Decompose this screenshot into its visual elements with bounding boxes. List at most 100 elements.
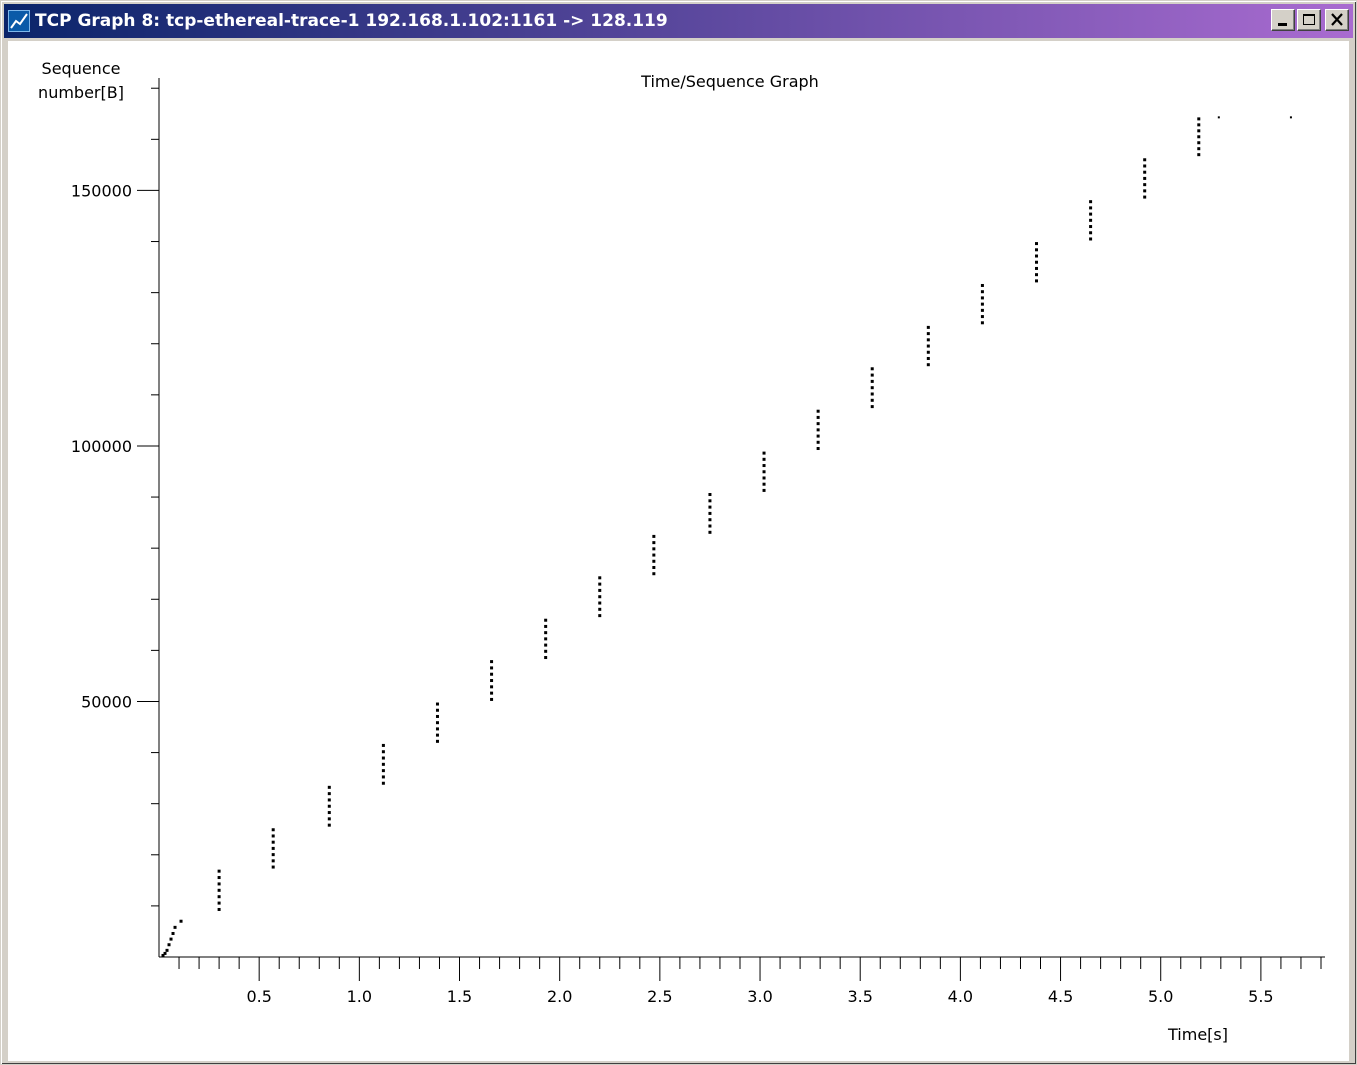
close-icon — [1331, 13, 1343, 26]
data-point-burst — [1035, 279, 1039, 283]
data-point-burst — [544, 624, 548, 628]
data-point-burst — [816, 422, 820, 426]
data-point-burst — [926, 363, 930, 367]
maximize-button[interactable] — [1297, 9, 1321, 31]
data-point-burst — [217, 876, 221, 880]
x-tick-label: 4.5 — [1048, 987, 1073, 1006]
data-point-burst — [870, 367, 874, 371]
data-point-initial — [179, 919, 183, 923]
data-point-burst — [327, 792, 331, 796]
data-point-burst — [490, 685, 494, 689]
data-point-burst — [762, 451, 766, 455]
data-point-burst — [381, 756, 385, 760]
data-point-initial — [163, 951, 167, 955]
data-point-burst — [381, 743, 385, 747]
data-point-burst — [1143, 195, 1147, 199]
data-point-burst — [1143, 170, 1147, 174]
data-point-burst — [435, 739, 439, 743]
data-point-burst — [1143, 183, 1147, 187]
data-point-burst — [652, 534, 656, 538]
data-point-burst — [1035, 254, 1039, 258]
data-point-burst — [1197, 135, 1201, 139]
data-point-burst — [1197, 117, 1201, 121]
data-point-burst — [1143, 158, 1147, 162]
data-point-burst — [926, 350, 930, 354]
data-point-burst — [816, 447, 820, 451]
data-point-burst — [327, 798, 331, 802]
data-point-burst — [490, 697, 494, 701]
data-point-burst — [708, 524, 712, 528]
data-point-burst — [762, 470, 766, 474]
data-point-burst — [980, 283, 984, 287]
data-point-burst — [544, 631, 548, 635]
graph-app-icon — [8, 10, 30, 32]
x-tick-label: 2.5 — [647, 987, 672, 1006]
data-point-burst — [435, 721, 439, 725]
data-point-burst — [544, 643, 548, 647]
data-point-burst — [1035, 266, 1039, 270]
data-point-burst — [598, 588, 602, 592]
data-point-burst — [435, 733, 439, 737]
data-point-initial — [169, 937, 173, 941]
x-tick-label: 2.0 — [547, 987, 572, 1006]
x-tick-label: 1.0 — [347, 987, 372, 1006]
data-point-burst — [1089, 231, 1093, 235]
data-point-burst — [435, 708, 439, 712]
y-tick-label: 150000 — [71, 181, 132, 200]
data-point-initial — [167, 943, 171, 947]
data-point-burst — [926, 338, 930, 342]
chart-title: Time/Sequence Graph — [640, 72, 819, 91]
data-point-burst — [926, 332, 930, 336]
data-point-initial — [171, 931, 175, 935]
data-point-burst — [816, 428, 820, 432]
y-tick-label: 100000 — [71, 437, 132, 456]
data-point-burst — [1197, 141, 1201, 145]
data-point-burst — [926, 325, 930, 329]
data-point-burst — [652, 553, 656, 557]
data-point-initial — [161, 953, 165, 957]
title-bar[interactable]: TCP Graph 8: tcp-ethereal-trace-1 192.16… — [4, 4, 1353, 38]
data-point-burst — [980, 290, 984, 294]
data-point-burst — [598, 595, 602, 599]
data-point-burst — [598, 601, 602, 605]
data-point-burst — [544, 618, 548, 622]
close-button[interactable] — [1325, 9, 1349, 31]
data-point-burst — [598, 607, 602, 611]
data-point-burst — [381, 750, 385, 754]
data-point-burst — [870, 392, 874, 396]
x-tick-label: 4.0 — [948, 987, 973, 1006]
data-point-burst — [381, 775, 385, 779]
data-point-burst — [870, 405, 874, 409]
data-point-burst — [926, 344, 930, 348]
data-point-burst — [1035, 242, 1039, 246]
data-point-burst — [816, 415, 820, 419]
graph-canvas[interactable]: Time/Sequence Graph Sequence number[B] T… — [8, 41, 1349, 1061]
data-point-burst — [271, 846, 275, 850]
data-point-burst — [271, 853, 275, 857]
data-point-burst — [217, 869, 221, 873]
data-point-burst — [1089, 206, 1093, 210]
x-tick-label: 3.0 — [747, 987, 772, 1006]
data-point-burst — [435, 714, 439, 718]
data-point-burst — [1197, 129, 1201, 133]
window-title: TCP Graph 8: tcp-ethereal-trace-1 192.16… — [35, 11, 668, 31]
data-point-burst — [1197, 153, 1201, 157]
data-point-burst — [762, 476, 766, 480]
data-point-burst — [271, 828, 275, 832]
data-point-burst — [870, 373, 874, 377]
data-point-tail — [1217, 116, 1220, 119]
y-tick-label: 50000 — [81, 692, 132, 711]
data-point-burst — [980, 315, 984, 319]
data-point-burst — [708, 499, 712, 503]
data-point-burst — [271, 834, 275, 838]
minimize-button[interactable] — [1271, 9, 1295, 31]
data-point-burst — [1089, 218, 1093, 222]
data-point-burst — [762, 457, 766, 461]
data-point-burst — [762, 482, 766, 486]
data-point-burst — [544, 649, 548, 653]
data-point-burst — [490, 691, 494, 695]
data-point-burst — [708, 505, 712, 509]
data-point-burst — [217, 907, 221, 911]
data-point-burst — [1089, 200, 1093, 204]
data-point-burst — [652, 541, 656, 545]
